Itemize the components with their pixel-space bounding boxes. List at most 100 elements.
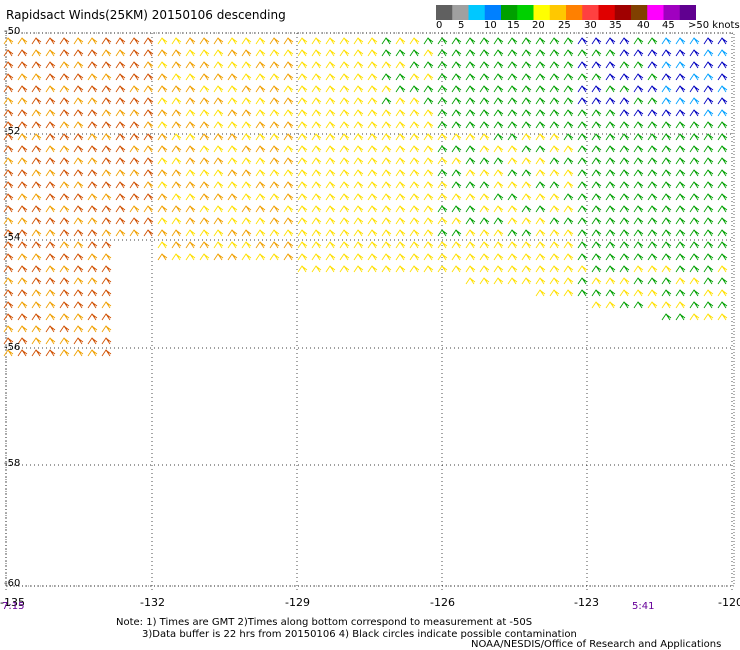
wind-barb	[283, 49, 294, 57]
wind-barb	[171, 229, 182, 237]
wind-barb	[409, 241, 420, 249]
wind-barb	[549, 253, 560, 261]
wind-barb	[703, 217, 714, 225]
wind-barb	[325, 241, 336, 249]
wind-barb	[367, 265, 378, 273]
wind-barb	[409, 193, 420, 201]
wind-barb	[437, 109, 448, 117]
wind-barb	[661, 133, 672, 141]
wind-barb	[703, 121, 714, 129]
wind-barb	[227, 97, 238, 105]
wind-barb	[45, 109, 56, 117]
wind-barb	[129, 169, 140, 177]
wind-barb	[563, 97, 574, 105]
wind-barb	[227, 253, 238, 261]
wind-barb	[367, 145, 378, 153]
wind-barb	[339, 61, 350, 69]
wind-barb	[213, 61, 224, 69]
wind-barb	[3, 265, 14, 273]
wind-barb	[241, 121, 252, 129]
wind-barb	[171, 73, 182, 81]
wind-barb	[437, 205, 448, 213]
wind-barb	[535, 241, 546, 249]
wind-barb	[31, 181, 42, 189]
wind-barb	[59, 73, 70, 81]
wind-barb	[129, 49, 140, 57]
wind-barb	[479, 157, 490, 165]
wind-barb	[605, 253, 616, 261]
wind-barb	[59, 205, 70, 213]
wind-barb	[297, 181, 308, 189]
wind-barb	[199, 37, 210, 45]
wind-barb	[535, 73, 546, 81]
wind-barb	[115, 109, 126, 117]
wind-barb	[703, 85, 714, 93]
wind-barb	[3, 241, 14, 249]
wind-barb	[367, 253, 378, 261]
wind-barb	[213, 121, 224, 129]
wind-barb	[703, 61, 714, 69]
wind-barb	[465, 109, 476, 117]
wind-barb	[563, 109, 574, 117]
wind-barb	[437, 217, 448, 225]
wind-barb	[73, 85, 84, 93]
wind-barb	[255, 97, 266, 105]
wind-barb	[591, 157, 602, 165]
wind-barb	[213, 49, 224, 57]
wind-barb	[185, 85, 196, 93]
wind-barb	[17, 253, 28, 261]
wind-barb	[157, 193, 168, 201]
wind-barb	[577, 217, 588, 225]
wind-barb	[185, 193, 196, 201]
wind-barb	[423, 61, 434, 69]
wind-barb	[437, 73, 448, 81]
wind-barb	[507, 85, 518, 93]
wind-barb	[465, 133, 476, 141]
wind-barb	[577, 289, 588, 297]
wind-barb	[633, 289, 644, 297]
wind-barb	[535, 193, 546, 201]
wind-barb	[115, 229, 126, 237]
wind-barb	[255, 217, 266, 225]
wind-barb	[269, 121, 280, 129]
wind-barb	[101, 181, 112, 189]
wind-barb	[325, 157, 336, 165]
wind-barb	[591, 241, 602, 249]
wind-barb	[437, 169, 448, 177]
wind-barb	[633, 217, 644, 225]
colorbar-swatch	[647, 5, 664, 20]
wind-barb	[465, 121, 476, 129]
wind-barb	[255, 121, 266, 129]
wind-barb	[311, 253, 322, 261]
colorbar-swatch	[549, 5, 567, 20]
wind-barb	[87, 241, 98, 249]
wind-barb	[17, 193, 28, 201]
wind-barb	[381, 61, 392, 69]
wind-barb	[45, 145, 56, 153]
wind-barb	[563, 253, 574, 261]
wind-barb	[87, 85, 98, 93]
wind-barb	[619, 97, 630, 105]
wind-barb	[703, 241, 714, 249]
wind-barb	[451, 253, 462, 261]
wind-barb	[689, 241, 700, 249]
wind-barb	[241, 205, 252, 213]
wind-barb	[479, 133, 490, 141]
wind-barb	[717, 85, 728, 93]
wind-barb	[535, 37, 546, 45]
wind-barb	[185, 181, 196, 189]
wind-barb	[619, 121, 630, 129]
wind-barb	[3, 157, 14, 165]
wind-barb	[185, 169, 196, 177]
wind-barb	[87, 325, 98, 333]
wind-barb	[619, 193, 630, 201]
lat-label-58: -58	[4, 458, 21, 469]
wind-barb	[213, 97, 224, 105]
wind-barb	[227, 229, 238, 237]
wind-barb	[521, 217, 532, 225]
wind-barb	[423, 241, 434, 249]
wind-barb	[689, 49, 700, 57]
wind-barb	[717, 241, 728, 249]
wind-barb	[647, 289, 658, 297]
wind-barb	[633, 241, 644, 249]
